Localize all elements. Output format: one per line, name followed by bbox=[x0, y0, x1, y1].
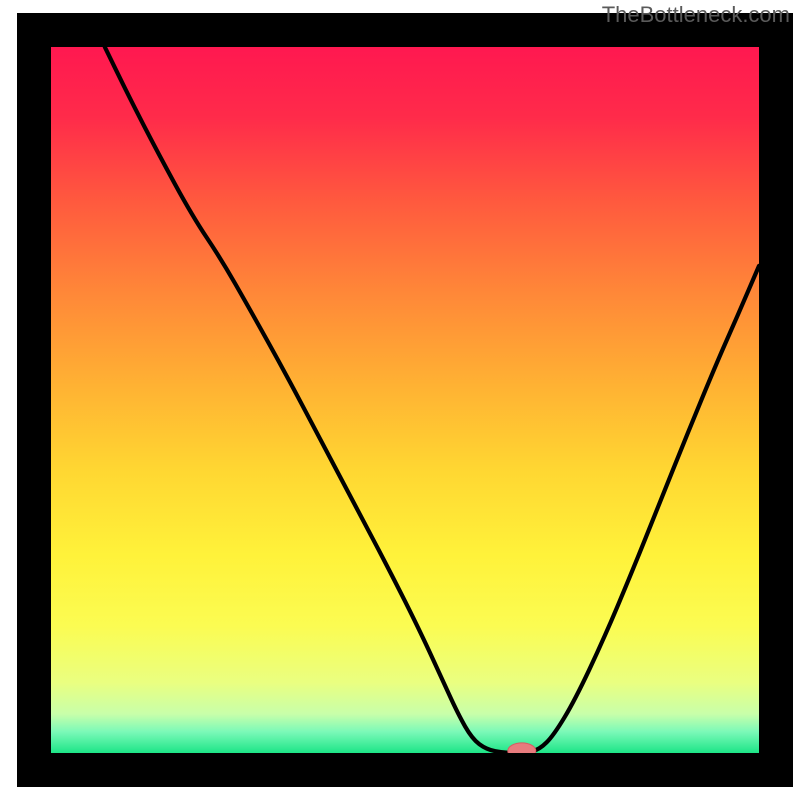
chart-container: TheBottleneck.com bbox=[0, 0, 800, 800]
bottleneck-chart bbox=[0, 0, 800, 800]
attribution-text: TheBottleneck.com bbox=[602, 2, 790, 28]
